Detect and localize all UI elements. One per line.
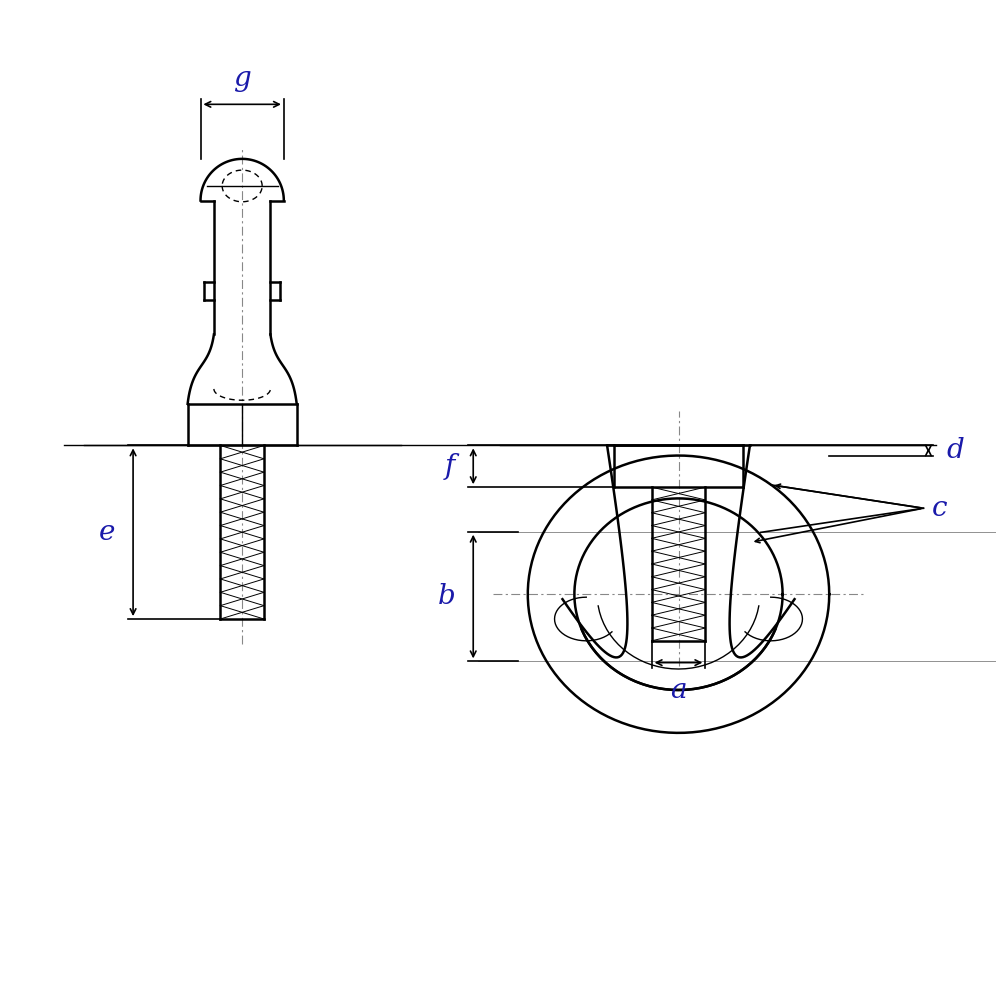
Text: g: g	[233, 65, 251, 92]
Text: b: b	[438, 583, 455, 610]
Text: e: e	[99, 519, 115, 546]
Text: c: c	[931, 495, 947, 522]
Text: d: d	[946, 437, 964, 464]
Text: a: a	[670, 677, 687, 704]
Text: f: f	[445, 453, 455, 480]
